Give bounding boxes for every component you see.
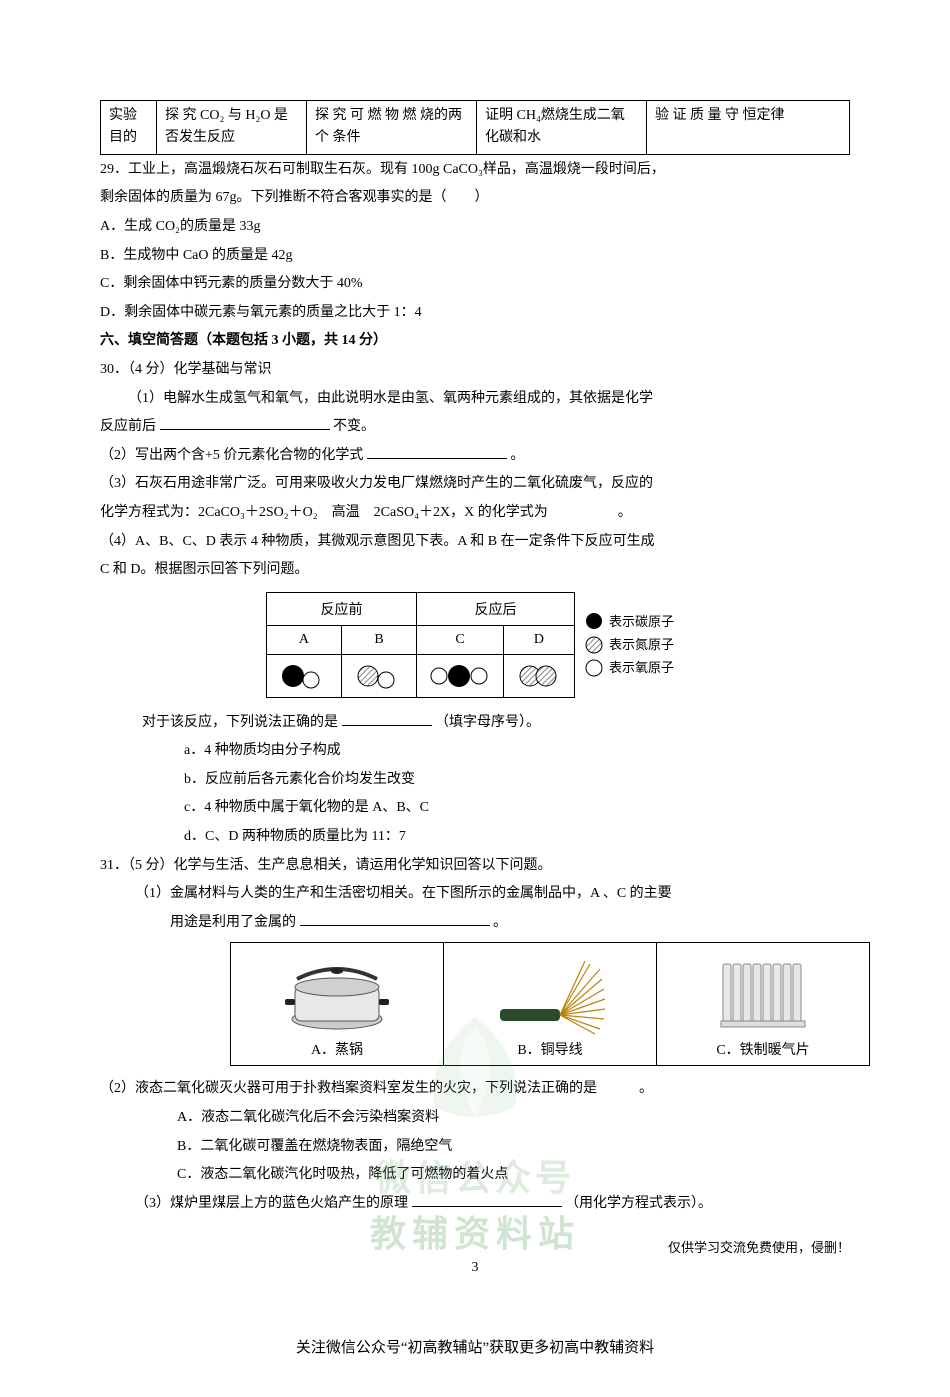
q30-a: a．4 种物质均由分子构成: [100, 738, 850, 765]
q30-head: 30．（4 分）化学基础与常识: [100, 357, 850, 384]
tt-c1: 实验目的: [101, 101, 157, 155]
rt-after: 反应后: [416, 592, 574, 625]
q30-2: （2）写出两个含+5 价元素化合物的化学式 。: [100, 443, 850, 470]
q31-1b-prefix: 用途是利用了金属的: [170, 915, 296, 930]
label-B: B．铜导线: [450, 1039, 650, 1059]
q30-3b: 化学方程式为：2CaCO₃＋2SO₂＋O₂ 高温 2CaSO₄＋2X，X 的化学…: [100, 500, 850, 527]
legend-oxygen: 表示氧原子: [609, 656, 674, 679]
q30-1b-suffix: 不变。: [333, 419, 375, 434]
tt-c5: 验 证 质 量 守 恒定律: [647, 101, 850, 155]
q29-D: D．剩余固体中碳元素与氧元素的质量之比大于 1：4: [100, 300, 850, 327]
steamer-pot-icon: [277, 949, 397, 1039]
q31-2: （2）液态二氧化碳灭火器可用于扑救档案资料室发生的火灾，下列说法正确的是 。: [100, 1076, 850, 1103]
rt-C: C: [416, 625, 503, 654]
q31-3-prefix: （3）煤炉里煤层上方的蓝色火焰产生的原理: [135, 1196, 408, 1211]
q30-c: c．4 种物质中属于氧化物的是 A、B、C: [100, 795, 850, 822]
rt-A: A: [266, 625, 341, 654]
q31-2B: B．二氧化碳可覆盖在燃烧物表面，隔绝空气: [100, 1134, 850, 1161]
q30-3a: （3）石灰石用途非常广泛。可用来吸收火力发电厂煤燃烧时产生的二氧化硫废气，反应的: [100, 471, 850, 498]
q29-stem2: 剩余固体的质量为 67g。下列推断不符合客观事实的是（ ）: [100, 185, 850, 212]
q31-1b: 用途是利用了金属的 。: [100, 910, 850, 937]
rt-D: D: [503, 625, 574, 654]
q29-A: A．生成 CO₂的质量是 33g: [100, 214, 850, 241]
q29-stem1: 29．工业上，高温煅烧石灰石可制取生石灰。现有 100g CaCO₃样品，高温煅…: [100, 157, 850, 184]
q31-3-suffix: （用化学方程式表示）。: [565, 1196, 712, 1211]
mol-B: [341, 654, 416, 697]
reaction-table: 反应前 反应后 表示碳原子 表示氮原子: [266, 592, 684, 698]
legend-nitrogen: 表示氮原子: [609, 633, 674, 656]
nitrogen-atom-icon: [585, 636, 603, 654]
radiator-icon: [703, 949, 823, 1039]
q30-b: b．反应前后各元素化合价均发生改变: [100, 767, 850, 794]
oxygen-atom-icon: [585, 659, 603, 677]
rt-legend: 表示碳原子 表示氮原子 表示氧原子: [574, 592, 684, 697]
label-A: A．蒸锅: [237, 1039, 437, 1059]
q30-1b-prefix: 反应前后: [100, 419, 160, 434]
q30-choice-stem: 对于该反应，下列说法正确的是 （填字母序号）。: [100, 710, 850, 737]
q31-head: 31．（5 分）化学与生活、生产息息相关，请运用化学知识回答以下问题。: [100, 853, 850, 880]
page-number: 3: [100, 1260, 850, 1276]
tt-c4: 证明 CH₄燃烧生成二氧化碳和水: [477, 101, 647, 155]
label-C: C．铁制暖气片: [663, 1039, 863, 1059]
cell-radiator: C．铁制暖气片: [657, 943, 870, 1066]
q30-2-prefix: （2）写出两个含+5 价元素化合物的化学式: [100, 448, 363, 463]
q31-1a: （1）金属材料与人类的生产和生活密切相关。在下图所示的金属制品中，A 、C 的主…: [100, 881, 850, 908]
blank-5[interactable]: [412, 1206, 562, 1207]
cell-pot: A．蒸锅: [231, 943, 444, 1066]
metal-products-table: A．蒸锅 B．铜导线: [230, 942, 870, 1066]
footer-note: 仅供学习交流免费使用，侵删！: [100, 1237, 850, 1256]
q30-1a: （1）电解水生成氢气和氧气，由此说明水是由氢、氧两种元素组成的，其依据是化学: [100, 386, 850, 413]
q30-q-prefix: 对于该反应，下列说法正确的是: [142, 715, 338, 730]
mol-A: [266, 654, 341, 697]
blank-2[interactable]: [367, 458, 507, 459]
q30-1b: 反应前后 不变。: [100, 414, 850, 441]
cell-wire: B．铜导线: [444, 943, 657, 1066]
q30-4a: （4）A、B、C、D 表示 4 种物质，其微观示意图见下表。A 和 B 在一定条…: [100, 529, 850, 556]
q31-3: （3）煤炉里煤层上方的蓝色火焰产生的原理 （用化学方程式表示）。: [100, 1191, 850, 1218]
mol-C: [416, 654, 503, 697]
section-6-heading: 六、填空简答题（本题包括 3 小题，共 14 分）: [100, 328, 850, 355]
tt-c2: 探 究 CO₂ 与 H₂O 是否发生反应: [157, 101, 307, 155]
blank-4[interactable]: [300, 925, 490, 926]
blank-3[interactable]: [342, 725, 432, 726]
tt-c3: 探 究 可 燃 物 燃 烧的两个 条件: [307, 101, 477, 155]
carbon-atom-icon: [585, 612, 603, 630]
q29-C: C．剩余固体中钙元素的质量分数大于 40%: [100, 271, 850, 298]
q30-d: d．C、D 两种物质的质量比为 11：7: [100, 824, 850, 851]
q30-4b: C 和 D。根据图示回答下列问题。: [100, 557, 850, 584]
q30-q-suffix: （填字母序号）。: [435, 715, 540, 730]
copper-wire-icon: [490, 949, 610, 1039]
bottom-promo: 关注微信公众号“初高教辅站”获取更多初高中教辅资料: [100, 1336, 850, 1357]
q29-B: B．生成物中 CaO 的质量是 42g: [100, 243, 850, 270]
q31-2A: A．液态二氧化碳汽化后不会污染档案资料: [100, 1105, 850, 1132]
q31-1b-suffix: 。: [493, 915, 507, 930]
legend-carbon: 表示碳原子: [609, 610, 674, 633]
experiment-purpose-table: 实验目的 探 究 CO₂ 与 H₂O 是否发生反应 探 究 可 燃 物 燃 烧的…: [100, 100, 850, 155]
rt-before: 反应前: [266, 592, 416, 625]
blank-1[interactable]: [160, 429, 330, 430]
mol-D: [503, 654, 574, 697]
q30-2-suffix: 。: [510, 448, 524, 463]
q31-2C: C．液态二氧化碳汽化时吸热，降低了可燃物的着火点: [100, 1162, 850, 1189]
rt-B: B: [341, 625, 416, 654]
